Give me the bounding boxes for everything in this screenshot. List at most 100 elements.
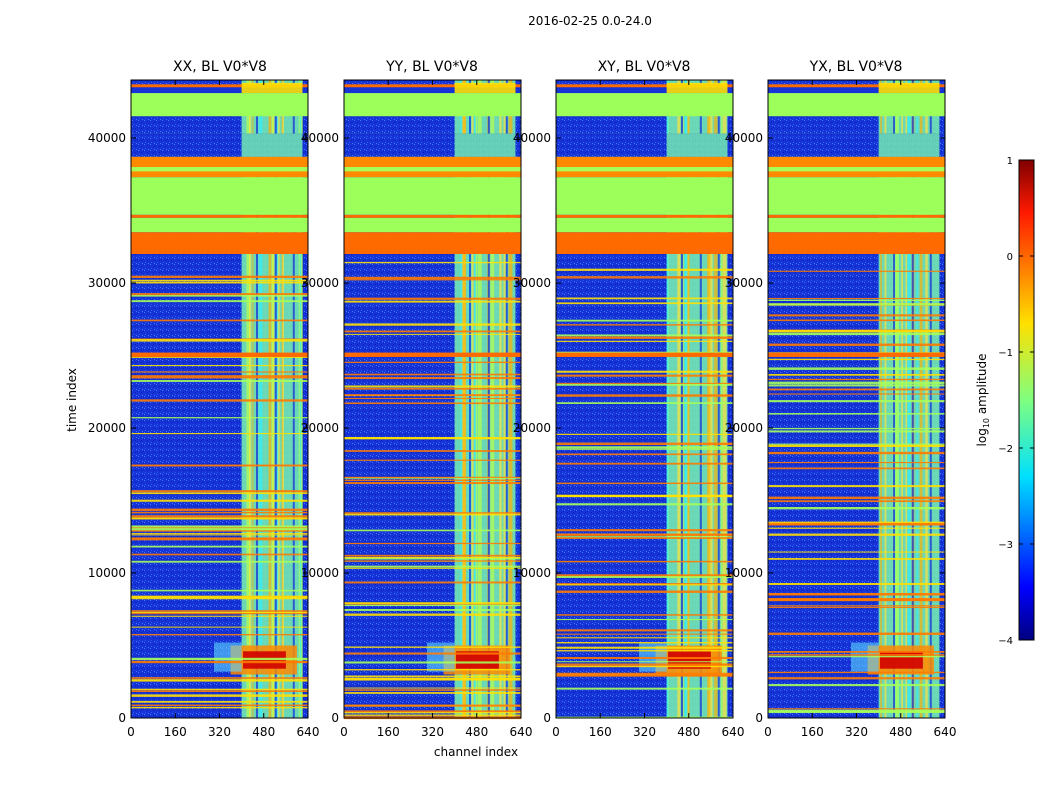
x-tick-label: 0 xyxy=(127,725,135,739)
flag-line xyxy=(131,690,308,693)
flag-line xyxy=(344,330,521,333)
flag-line xyxy=(344,479,521,481)
x-tick-label: 320 xyxy=(421,725,444,739)
channel-gap xyxy=(256,80,259,718)
x-tick-label: 320 xyxy=(208,725,231,739)
flag-line xyxy=(131,515,308,518)
flag-line xyxy=(344,482,521,485)
flagged-band-green xyxy=(131,93,308,117)
flag-line xyxy=(768,400,945,403)
y-tick-label: 40000 xyxy=(301,131,339,145)
flag-line xyxy=(131,706,308,709)
flag-line xyxy=(768,583,945,586)
flag-stripe xyxy=(131,87,308,94)
y-tick-label: 30000 xyxy=(725,276,763,290)
data-window-signal xyxy=(454,133,516,157)
flag-line xyxy=(131,275,308,278)
signal-stripe xyxy=(884,80,887,718)
flag-line xyxy=(768,500,945,503)
heatmap-panel: 0 160 320 480 640 0 10000 20000 30000 40000 xyxy=(88,79,319,739)
flag-line xyxy=(556,529,733,532)
signal-stripe xyxy=(905,80,908,718)
signal-stripe xyxy=(925,80,928,718)
x-tick-label: 0 xyxy=(552,725,560,739)
x-tick-label: 160 xyxy=(164,725,187,739)
flag-line xyxy=(344,373,521,376)
flag-line xyxy=(131,700,308,703)
y-tick-label: 0 xyxy=(755,711,763,725)
y-tick-label: 30000 xyxy=(301,276,339,290)
flag-line xyxy=(131,657,308,661)
flag-line xyxy=(131,281,308,284)
panel-title-yx: YX, BL V0*V8 xyxy=(809,59,903,75)
flag-line xyxy=(344,279,521,281)
flag-line xyxy=(344,450,521,452)
heatmap-panel: 0 160 320 480 640 0 10000 20000 30000 40000 xyxy=(725,79,957,739)
flag-line xyxy=(768,605,945,607)
flag-line xyxy=(131,634,308,636)
flag-line xyxy=(344,394,521,397)
flag-line xyxy=(768,654,945,656)
signal-stripe xyxy=(275,80,279,718)
flag-line xyxy=(556,374,733,377)
y-tick-label: 0 xyxy=(331,711,339,725)
flag-line xyxy=(344,436,521,440)
flag-line xyxy=(768,319,945,322)
flag-line xyxy=(556,536,733,539)
flag-line xyxy=(556,442,733,446)
flag-line xyxy=(768,506,945,510)
flag-line xyxy=(556,394,733,397)
signal-stripe xyxy=(252,80,254,718)
flag-line xyxy=(344,459,521,461)
flag-line xyxy=(131,294,308,297)
signal-stripe xyxy=(282,80,284,718)
flag-line xyxy=(768,551,945,553)
flag-line xyxy=(344,675,521,678)
signal-stripe xyxy=(246,80,251,718)
flag-line xyxy=(768,367,945,370)
flag-line xyxy=(768,427,945,430)
flagged-band-orange xyxy=(344,232,521,254)
flag-line xyxy=(556,324,733,326)
flag-line xyxy=(768,593,945,596)
flag-line xyxy=(768,373,945,376)
colorbar-tick-label: −4 xyxy=(998,636,1013,647)
y-tick-label: 10000 xyxy=(301,566,339,580)
flag-stripe xyxy=(768,84,945,88)
flag-stripe xyxy=(344,84,521,88)
flag-line xyxy=(131,525,308,528)
flag-line xyxy=(556,642,733,644)
flag-stripe xyxy=(556,84,733,88)
flag-line xyxy=(131,597,308,600)
flag-line xyxy=(131,417,308,419)
channel-gap xyxy=(681,80,684,718)
flag-line xyxy=(344,402,521,405)
signal-stripe xyxy=(684,80,689,718)
flag-line xyxy=(131,293,308,296)
flag-line xyxy=(131,679,308,681)
colorbar-tick-label: −1 xyxy=(998,348,1013,359)
x-tick-label: 640 xyxy=(934,725,957,739)
flag-line xyxy=(344,557,521,560)
x-tick-label: 0 xyxy=(764,725,772,739)
flag-line xyxy=(768,384,945,387)
flag-line xyxy=(344,556,521,559)
flagged-band-green xyxy=(768,217,945,233)
emission-wing xyxy=(213,642,242,672)
flagged-band-orange xyxy=(768,214,945,218)
colorbar-tick-label: −2 xyxy=(998,444,1013,455)
flag-line xyxy=(768,332,945,336)
flag-line xyxy=(344,646,521,648)
flag-line xyxy=(344,542,521,545)
y-tick-label: 20000 xyxy=(88,421,126,435)
flag-line xyxy=(768,314,945,317)
x-tick-label: 640 xyxy=(722,725,745,739)
flag-line xyxy=(768,527,945,529)
flag-line xyxy=(556,340,733,342)
flag-line xyxy=(768,329,945,333)
flagged-band-orange xyxy=(344,214,521,218)
flag-line xyxy=(344,689,521,691)
flag-line xyxy=(344,652,521,655)
panel-title-yy: YY, BL V0*V8 xyxy=(386,59,478,75)
flag-line xyxy=(131,545,308,548)
